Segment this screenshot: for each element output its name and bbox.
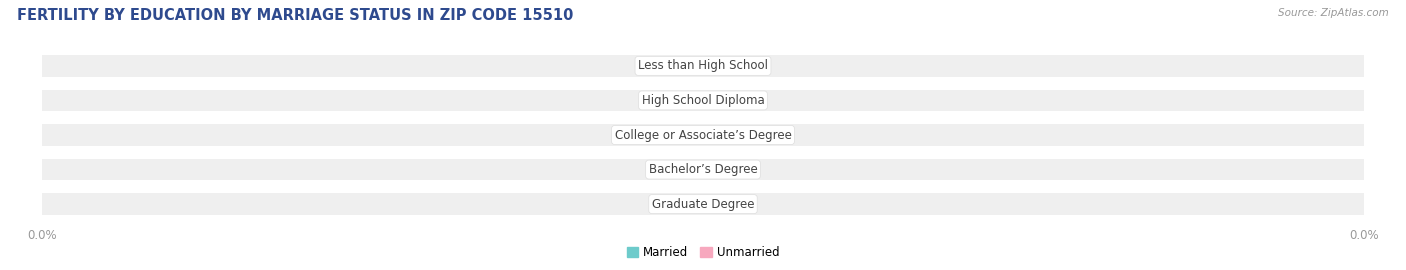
Text: 0.0%: 0.0% [671,61,699,71]
Bar [666,161,703,178]
Bar [666,57,703,75]
Text: Source: ZipAtlas.com: Source: ZipAtlas.com [1278,8,1389,18]
Text: 0.0%: 0.0% [707,130,735,140]
Legend: Married, Unmarried: Married, Unmarried [621,241,785,264]
Bar [703,195,740,213]
Bar [666,126,703,144]
Bar [703,92,740,109]
Text: College or Associate’s Degree: College or Associate’s Degree [614,129,792,141]
Bar [42,159,1364,180]
Text: 0.0%: 0.0% [671,95,699,106]
Text: 0.0%: 0.0% [707,199,735,209]
Text: Bachelor’s Degree: Bachelor’s Degree [648,163,758,176]
Bar [703,57,740,75]
Text: 0.0%: 0.0% [671,199,699,209]
Bar [42,193,1364,215]
Text: 0.0%: 0.0% [671,164,699,175]
Bar [42,124,1364,146]
Bar [703,126,740,144]
Bar [666,195,703,213]
Text: High School Diploma: High School Diploma [641,94,765,107]
Text: 0.0%: 0.0% [707,164,735,175]
Bar [666,92,703,109]
Text: FERTILITY BY EDUCATION BY MARRIAGE STATUS IN ZIP CODE 15510: FERTILITY BY EDUCATION BY MARRIAGE STATU… [17,8,574,23]
Bar [703,161,740,178]
Bar [42,90,1364,111]
Bar [42,55,1364,77]
Text: Less than High School: Less than High School [638,59,768,72]
Text: 0.0%: 0.0% [707,95,735,106]
Text: 0.0%: 0.0% [671,130,699,140]
Text: Graduate Degree: Graduate Degree [652,198,754,211]
Text: 0.0%: 0.0% [707,61,735,71]
